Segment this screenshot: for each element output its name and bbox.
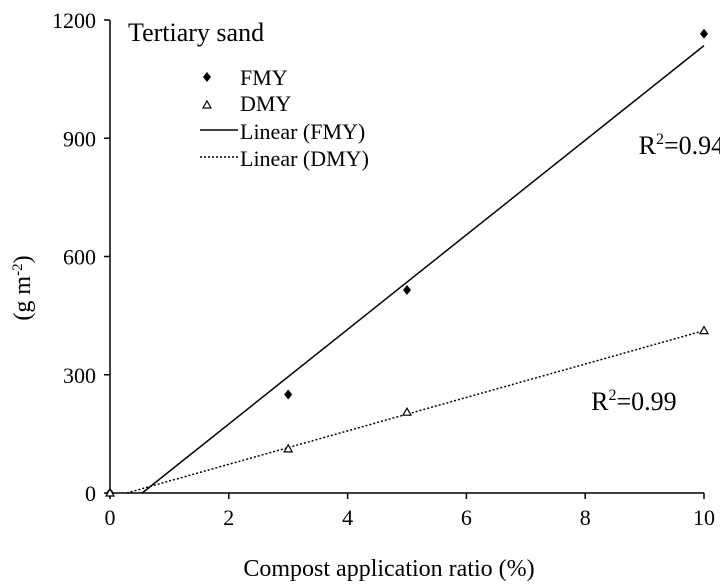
y-tick-label: 900 (63, 126, 96, 151)
legend-linear-dmy-label: Linear (DMY) (240, 146, 369, 171)
legend-fmy-marker (203, 72, 211, 82)
y-tick-label: 600 (63, 245, 96, 270)
r2-dmy-annotation: R2=0.99 (591, 387, 677, 416)
r2-fmy-annotation: R2=0.94 (639, 131, 720, 160)
fmy-point (403, 285, 411, 296)
dmy-point (104, 487, 116, 497)
fmy-point (284, 389, 293, 400)
trendlines (126, 45, 705, 494)
axes (104, 19, 705, 499)
y-tick-label: 1200 (52, 8, 96, 33)
legend-dmy-marker (201, 99, 213, 109)
y-tick-label: 0 (85, 481, 96, 506)
dmy-point (283, 443, 294, 453)
x-tick-label: 8 (580, 505, 591, 530)
x-tick-label: 6 (461, 505, 472, 530)
legend-linear-fmy-label: Linear (FMY) (240, 119, 365, 144)
legend-fmy-label: FMY (240, 65, 288, 90)
x-tick-label: 4 (342, 505, 353, 530)
chart-title: Tertiary sand (128, 18, 264, 47)
data-points (104, 28, 710, 498)
x-tick-label: 0 (105, 505, 116, 530)
x-tick-label: 2 (223, 505, 234, 530)
dmy-point (401, 406, 413, 416)
dmy-point (698, 325, 710, 335)
tick-labels: 0 2 4 6 8 10 0 300 600 900 1200 (52, 8, 715, 530)
x-tick-label: 10 (693, 505, 715, 530)
trendline-fmy (141, 45, 705, 494)
y-tick-label: 300 (63, 363, 96, 388)
legend-dmy-label: DMY (240, 91, 291, 116)
y-axis-title: (g m-2) (10, 255, 36, 320)
x-axis-title: Compost application ratio (%) (243, 556, 534, 582)
legend: FMY DMY Linear (FMY) Linear (DMY) (200, 65, 369, 171)
fmy-point (700, 28, 708, 39)
annotations: R2=0.94 R2=0.99 (591, 131, 720, 416)
